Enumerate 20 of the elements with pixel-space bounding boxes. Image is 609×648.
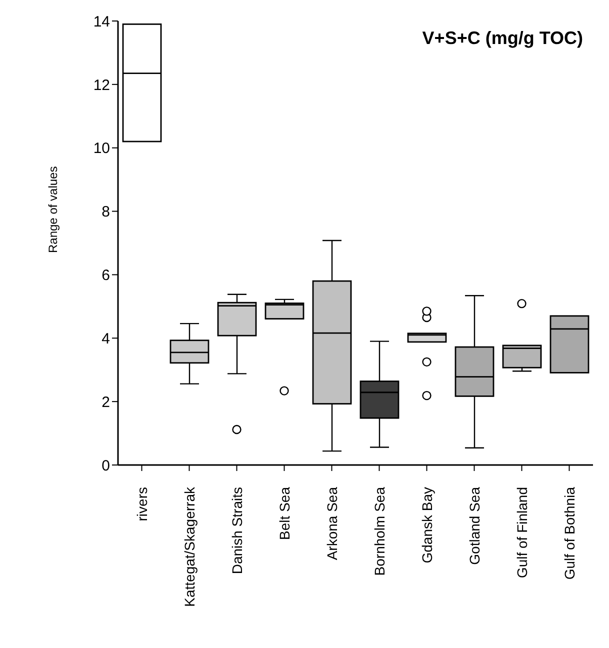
x-tick-label: Kattegat/Skagerrak — [181, 486, 198, 607]
x-tick-label: Belt Sea — [276, 486, 292, 540]
y-tick-label: 2 — [102, 394, 110, 411]
x-tick-label: Gulf of Bothnia — [561, 486, 578, 580]
x-tick-label: Arkona Sea — [324, 486, 340, 560]
y-tick-label: 0 — [102, 457, 110, 474]
x-tick-label: Gdansk Bay — [418, 487, 435, 564]
chart-title: V+S+C (mg/g TOC) — [422, 28, 583, 49]
y-tick-label: 14 — [93, 13, 110, 30]
x-tick-label: Danish Straits — [228, 487, 245, 574]
y-axis-title: Range of values — [46, 166, 60, 253]
x-tick-label: Bornholm Sea — [371, 486, 388, 576]
y-tick-label: 12 — [93, 76, 110, 94]
y-tick-label: 4 — [102, 330, 110, 348]
x-tick-label: Gulf of Finland — [514, 487, 530, 578]
y-tick-label: 10 — [93, 140, 110, 158]
x-tick-label: rivers — [134, 487, 150, 522]
x-tick-label: Gotland Sea — [466, 486, 482, 565]
y-tick-label: 6 — [102, 267, 110, 284]
y-tick-label: 8 — [102, 204, 110, 221]
